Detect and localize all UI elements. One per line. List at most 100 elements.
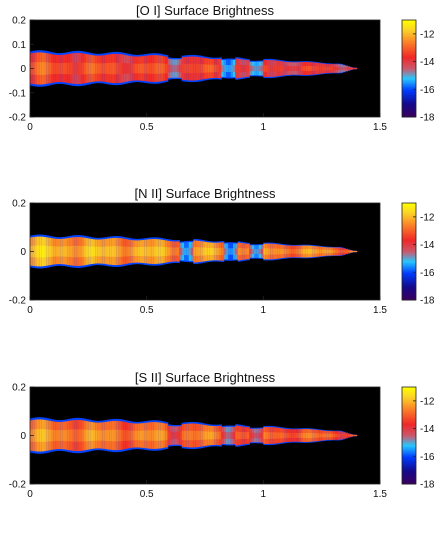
jet-centre-sii: [335, 433, 339, 438]
jet-centre-nii: [53, 246, 57, 257]
jet-centre-nii: [90, 246, 94, 257]
jet-centre-sii: [233, 432, 236, 439]
jet-centre-nii: [116, 246, 120, 257]
colorbar-segment-nii: [402, 229, 416, 232]
jet-centre-oi: [340, 66, 344, 71]
jet-centre-oi: [275, 65, 278, 72]
colorbar-segment-nii: [402, 280, 416, 283]
colorbar-segment-oi: [402, 108, 416, 111]
jet-centre-oi: [338, 66, 341, 71]
colorbar-segment-oi: [402, 85, 416, 88]
colorbar-segment-nii: [402, 290, 416, 293]
jet-centre-oi: [202, 64, 206, 73]
jet-centre-sii: [60, 430, 64, 441]
jet-centre-nii: [221, 247, 225, 256]
jet-centre-sii: [317, 433, 320, 438]
colorbar-segment-sii: [402, 445, 416, 448]
jet-centre-oi: [247, 65, 250, 72]
jet-centre-sii: [88, 429, 92, 442]
colorbar-segment-sii: [402, 477, 416, 479]
jet-centre-nii: [216, 247, 220, 256]
jet-centre-sii: [230, 432, 234, 439]
colorbar-segment-nii: [402, 230, 416, 233]
jet-centre-oi: [328, 66, 332, 71]
jet-centre-sii: [177, 431, 180, 440]
jet-centre-sii: [207, 431, 211, 440]
colorbar-segment-nii: [402, 272, 416, 275]
jet-centre-oi: [209, 64, 213, 73]
jet-centre-oi: [95, 63, 99, 74]
jet-centre-sii: [174, 431, 178, 440]
jet-centre-sii: [102, 430, 106, 441]
jet-centre-sii: [338, 433, 341, 438]
colorbar-segment-sii: [402, 479, 416, 482]
jet-centre-sii: [123, 430, 127, 441]
jet-centre-oi: [193, 63, 197, 74]
jet-centre-nii: [235, 248, 239, 255]
colorbar-segment-nii: [402, 212, 416, 215]
jet-centre-sii: [254, 432, 257, 439]
colorbar-segment-oi: [402, 80, 416, 83]
jet-centre-sii: [249, 432, 253, 439]
colorbar-segment-oi: [402, 43, 416, 46]
jet-centre-nii: [83, 246, 87, 257]
jet-centre-oi: [242, 64, 246, 73]
jet-centre-nii: [153, 246, 157, 257]
jet-centre-oi: [114, 62, 117, 75]
jet-centre-nii: [219, 247, 222, 256]
colorbar-segment-sii: [402, 413, 416, 416]
x-tick-label-nii: 0: [27, 305, 33, 316]
jet-centre-sii: [195, 430, 199, 441]
colorbar-segment-nii: [402, 240, 416, 243]
colorbar-segment-nii: [402, 255, 416, 258]
jet-centre-nii: [151, 246, 155, 257]
jet-centre-nii: [170, 247, 173, 256]
jet-centre-oi: [144, 63, 148, 74]
colorbar-segment-nii: [402, 251, 416, 254]
jet-centre-sii: [167, 431, 171, 440]
jet-centre-oi: [109, 62, 113, 75]
jet-centre-nii: [307, 249, 311, 254]
jet-centre-oi: [237, 64, 241, 73]
colorbar-frame-sii: [401, 386, 417, 485]
jet-centre-nii: [104, 246, 108, 257]
panel-nii: [N II] Surface Brightness 0 0.5 1 1.5 0.2 0 -0.…: [0, 183, 441, 350]
colorbar-segment-oi: [402, 31, 416, 33]
jet-centre-oi: [34, 62, 38, 75]
jet-centre-oi: [212, 64, 215, 73]
colorbar-segment-sii: [402, 441, 416, 443]
colorbar-segment-oi: [402, 56, 416, 58]
colorbar-segment-oi: [402, 40, 416, 43]
colorbar-segment-oi: [402, 26, 416, 29]
colorbar-segment-nii: [402, 261, 416, 264]
jet-centre-sii: [324, 433, 327, 438]
jet-centre-sii: [221, 432, 225, 439]
jet-centre-nii: [289, 249, 292, 254]
jet-centre-sii: [272, 432, 276, 439]
jet-centre-nii: [44, 245, 47, 258]
jet-centre-oi: [102, 63, 106, 74]
y-tick-label-nii: 0.2: [12, 199, 26, 210]
colorbar-segment-oi: [402, 110, 416, 112]
colorbar-segment-sii: [402, 400, 416, 403]
colorbar-segment-sii: [402, 452, 416, 455]
jet-centre-nii: [51, 246, 54, 257]
jet-centre-oi: [177, 64, 180, 73]
jet-centre-oi: [76, 62, 80, 75]
jet-centre-nii: [277, 248, 281, 255]
jet-centre-oi: [39, 62, 43, 75]
jet-centre-sii: [79, 429, 82, 442]
jet-centre-sii: [307, 432, 311, 439]
jet-centre-oi: [268, 65, 271, 72]
colorbar-segment-oi: [402, 53, 416, 56]
jet-centre-sii: [109, 429, 113, 442]
colorbar-segment-sii: [402, 434, 416, 436]
jet-centre-sii: [265, 432, 269, 439]
colorbar-segment-sii: [402, 435, 416, 438]
colorbar-segment-oi: [402, 103, 416, 106]
colorbar-segment-nii: [402, 294, 416, 297]
jet-centre-nii: [132, 247, 136, 256]
jet-centre-oi: [191, 63, 194, 74]
colorbar-segment-sii: [402, 478, 416, 481]
